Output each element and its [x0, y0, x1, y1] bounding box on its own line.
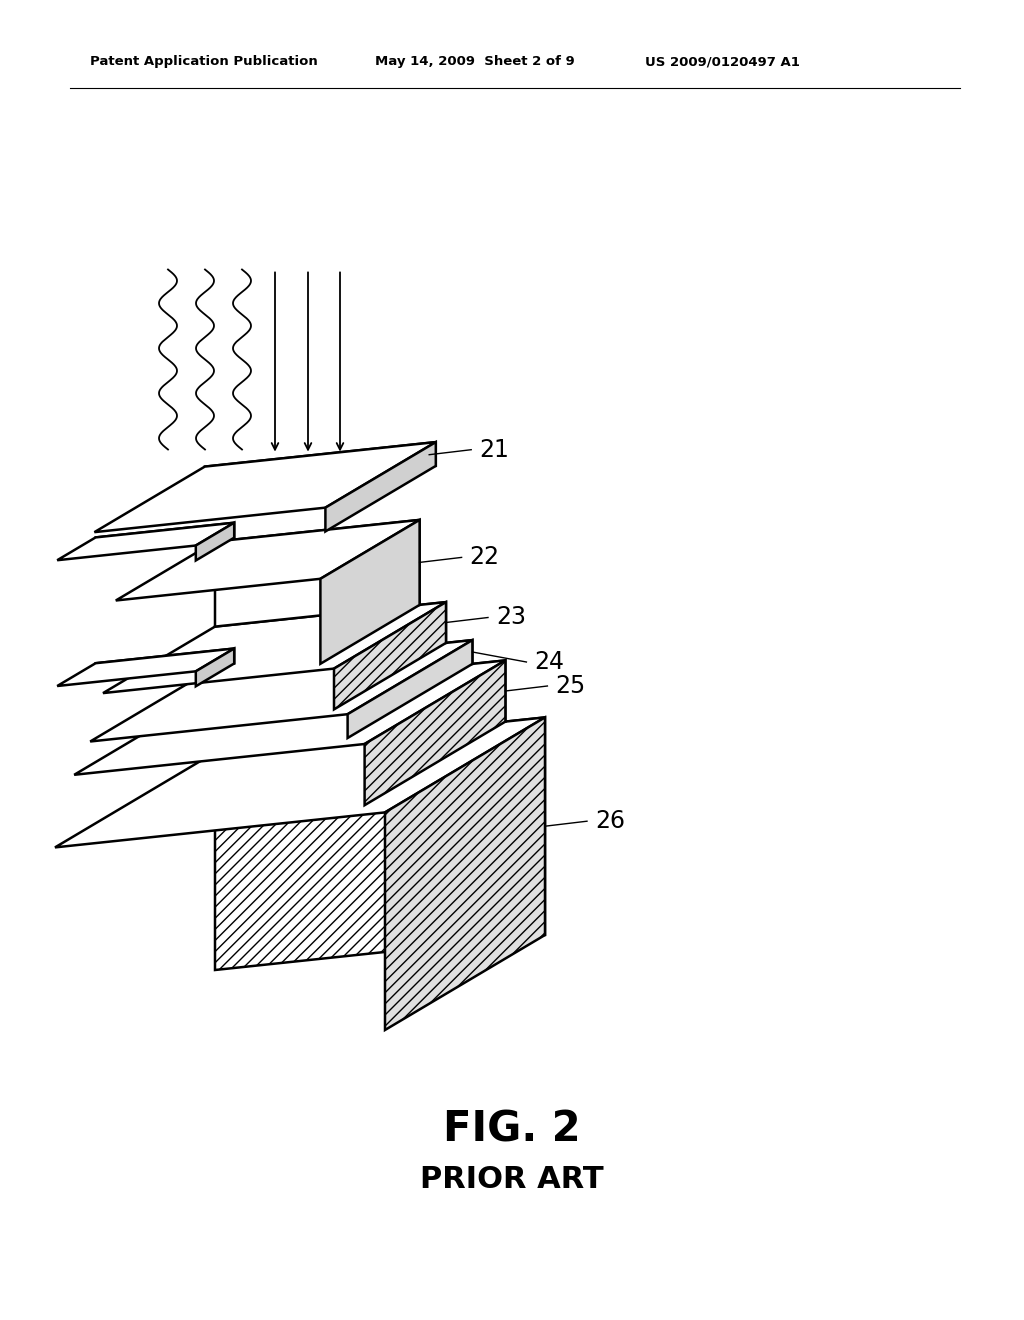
Polygon shape — [334, 602, 446, 709]
Polygon shape — [365, 660, 506, 805]
Polygon shape — [103, 602, 446, 693]
Polygon shape — [196, 523, 234, 561]
Polygon shape — [385, 717, 545, 1030]
Polygon shape — [116, 520, 420, 601]
Text: May 14, 2009  Sheet 2 of 9: May 14, 2009 Sheet 2 of 9 — [375, 55, 574, 69]
Polygon shape — [215, 602, 446, 668]
Text: PRIOR ART: PRIOR ART — [420, 1166, 604, 1195]
Text: FIG. 2: FIG. 2 — [443, 1109, 581, 1151]
Polygon shape — [215, 717, 545, 970]
Polygon shape — [57, 523, 234, 560]
Polygon shape — [215, 660, 506, 752]
Polygon shape — [95, 523, 234, 552]
Text: 26: 26 — [595, 809, 625, 833]
Polygon shape — [95, 648, 234, 678]
Text: 23: 23 — [496, 606, 526, 630]
Text: Patent Application Publication: Patent Application Publication — [90, 55, 317, 69]
Text: 21: 21 — [479, 438, 509, 462]
Polygon shape — [205, 442, 436, 491]
Text: US 2009/0120497 A1: US 2009/0120497 A1 — [645, 55, 800, 69]
Text: 25: 25 — [555, 675, 586, 698]
Polygon shape — [74, 660, 506, 775]
Text: 24: 24 — [535, 649, 564, 675]
Polygon shape — [196, 648, 234, 686]
Polygon shape — [94, 442, 436, 532]
Polygon shape — [321, 520, 420, 664]
Polygon shape — [55, 717, 545, 847]
Polygon shape — [347, 640, 472, 738]
Polygon shape — [57, 648, 234, 686]
Polygon shape — [215, 640, 472, 692]
Polygon shape — [326, 442, 436, 532]
Polygon shape — [90, 640, 472, 742]
Polygon shape — [215, 520, 420, 627]
Text: 22: 22 — [470, 545, 500, 569]
